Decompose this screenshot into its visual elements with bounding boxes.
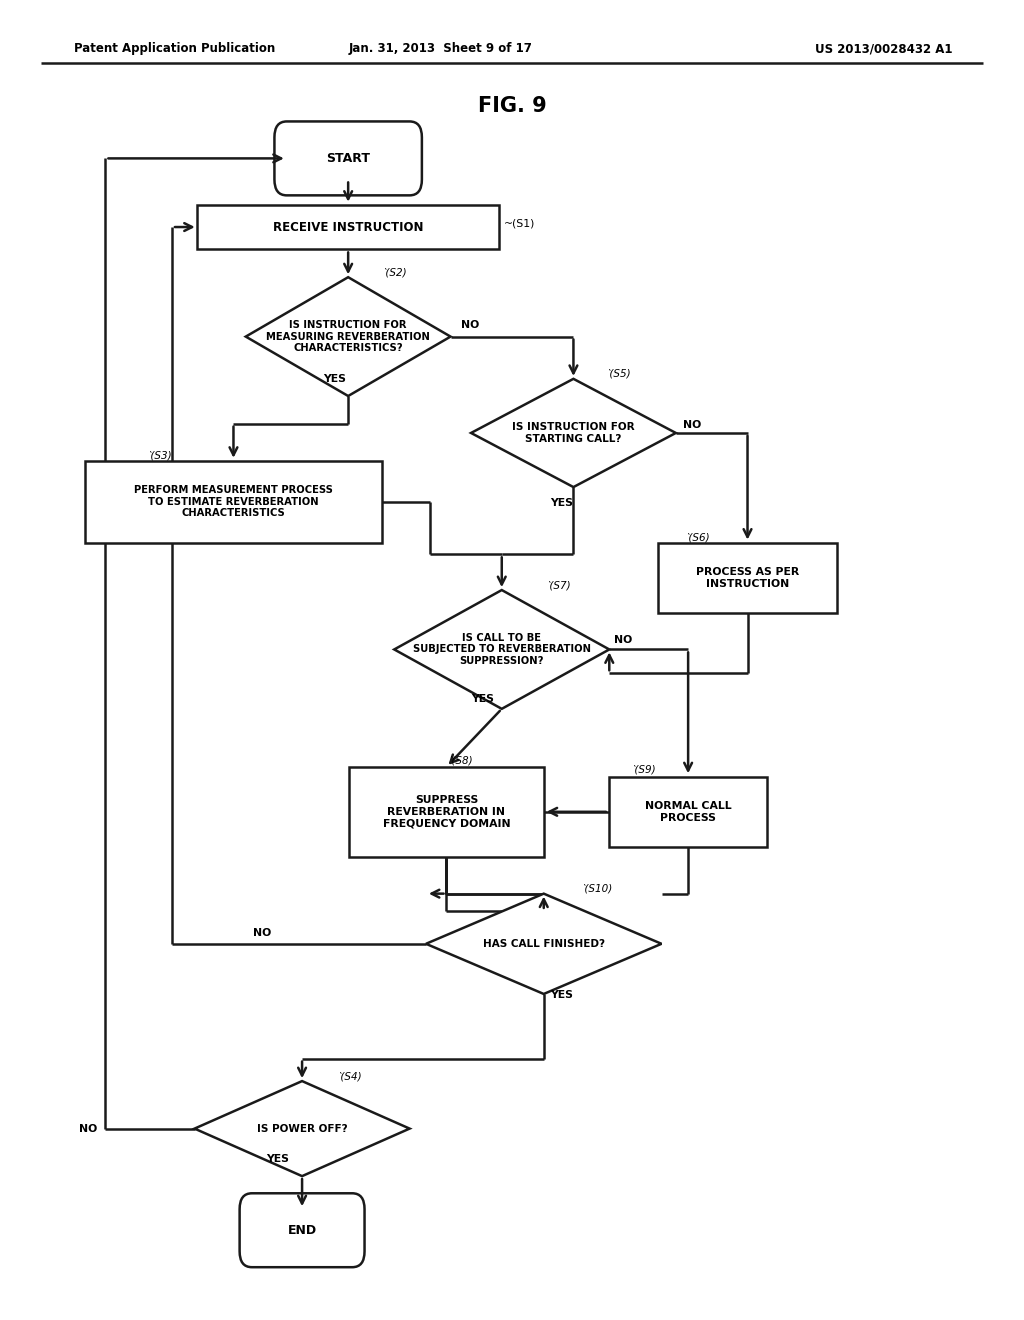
Text: NO: NO bbox=[614, 635, 633, 645]
Text: END: END bbox=[288, 1224, 316, 1237]
Text: IS INSTRUCTION FOR
STARTING CALL?: IS INSTRUCTION FOR STARTING CALL? bbox=[512, 422, 635, 444]
Text: YES: YES bbox=[550, 990, 572, 1001]
Text: YES: YES bbox=[550, 498, 572, 508]
Text: IS CALL TO BE
SUBJECTED TO REVERBERATION
SUPPRESSION?: IS CALL TO BE SUBJECTED TO REVERBERATION… bbox=[413, 632, 591, 667]
FancyBboxPatch shape bbox=[240, 1193, 365, 1267]
Text: NO: NO bbox=[79, 1123, 97, 1134]
Text: FIG. 9: FIG. 9 bbox=[477, 95, 547, 116]
Text: YES: YES bbox=[266, 1154, 289, 1164]
Polygon shape bbox=[246, 277, 451, 396]
Text: HAS CALL FINISHED?: HAS CALL FINISHED? bbox=[482, 939, 605, 949]
Text: ‵(S5): ‵(S5) bbox=[607, 368, 631, 379]
Text: YES: YES bbox=[471, 694, 494, 705]
Text: YES: YES bbox=[324, 374, 346, 384]
Text: NO: NO bbox=[253, 928, 271, 939]
Text: Jan. 31, 2013  Sheet 9 of 17: Jan. 31, 2013 Sheet 9 of 17 bbox=[348, 42, 532, 55]
Polygon shape bbox=[426, 894, 662, 994]
Text: ‵(S7): ‵(S7) bbox=[547, 579, 570, 590]
Text: RECEIVE INSTRUCTION: RECEIVE INSTRUCTION bbox=[273, 220, 423, 234]
Polygon shape bbox=[394, 590, 609, 709]
FancyBboxPatch shape bbox=[657, 543, 837, 612]
Polygon shape bbox=[195, 1081, 410, 1176]
Text: Patent Application Publication: Patent Application Publication bbox=[74, 42, 275, 55]
Text: NO: NO bbox=[683, 420, 701, 430]
FancyBboxPatch shape bbox=[274, 121, 422, 195]
Text: SUPPRESS
REVERBERATION IN
FREQUENCY DOMAIN: SUPPRESS REVERBERATION IN FREQUENCY DOMA… bbox=[383, 795, 510, 829]
Text: START: START bbox=[327, 152, 370, 165]
Text: ‵(S10): ‵(S10) bbox=[582, 883, 612, 894]
Text: ‵(S2): ‵(S2) bbox=[383, 267, 407, 277]
Text: IS INSTRUCTION FOR
MEASURING REVERBERATION
CHARACTERISTICS?: IS INSTRUCTION FOR MEASURING REVERBERATI… bbox=[266, 319, 430, 354]
Text: ‵(S6): ‵(S6) bbox=[686, 532, 710, 543]
Text: US 2013/0028432 A1: US 2013/0028432 A1 bbox=[815, 42, 952, 55]
FancyBboxPatch shape bbox=[608, 776, 768, 847]
Text: NO: NO bbox=[461, 319, 479, 330]
FancyBboxPatch shape bbox=[198, 205, 500, 249]
Text: ‵(S8): ‵(S8) bbox=[450, 755, 473, 766]
Text: PROCESS AS PER
INSTRUCTION: PROCESS AS PER INSTRUCTION bbox=[696, 568, 799, 589]
Text: IS POWER OFF?: IS POWER OFF? bbox=[257, 1123, 347, 1134]
Text: NORMAL CALL
PROCESS: NORMAL CALL PROCESS bbox=[645, 801, 731, 822]
Text: ‵(S3): ‵(S3) bbox=[148, 450, 172, 461]
FancyBboxPatch shape bbox=[349, 767, 544, 857]
Text: PERFORM MEASUREMENT PROCESS
TO ESTIMATE REVERBERATION
CHARACTERISTICS: PERFORM MEASUREMENT PROCESS TO ESTIMATE … bbox=[134, 484, 333, 519]
FancyBboxPatch shape bbox=[85, 461, 382, 543]
Polygon shape bbox=[471, 379, 676, 487]
Text: ‵(S4): ‵(S4) bbox=[338, 1071, 361, 1081]
Text: ‵(S9): ‵(S9) bbox=[632, 764, 655, 775]
Text: ~(S1): ~(S1) bbox=[504, 218, 536, 228]
